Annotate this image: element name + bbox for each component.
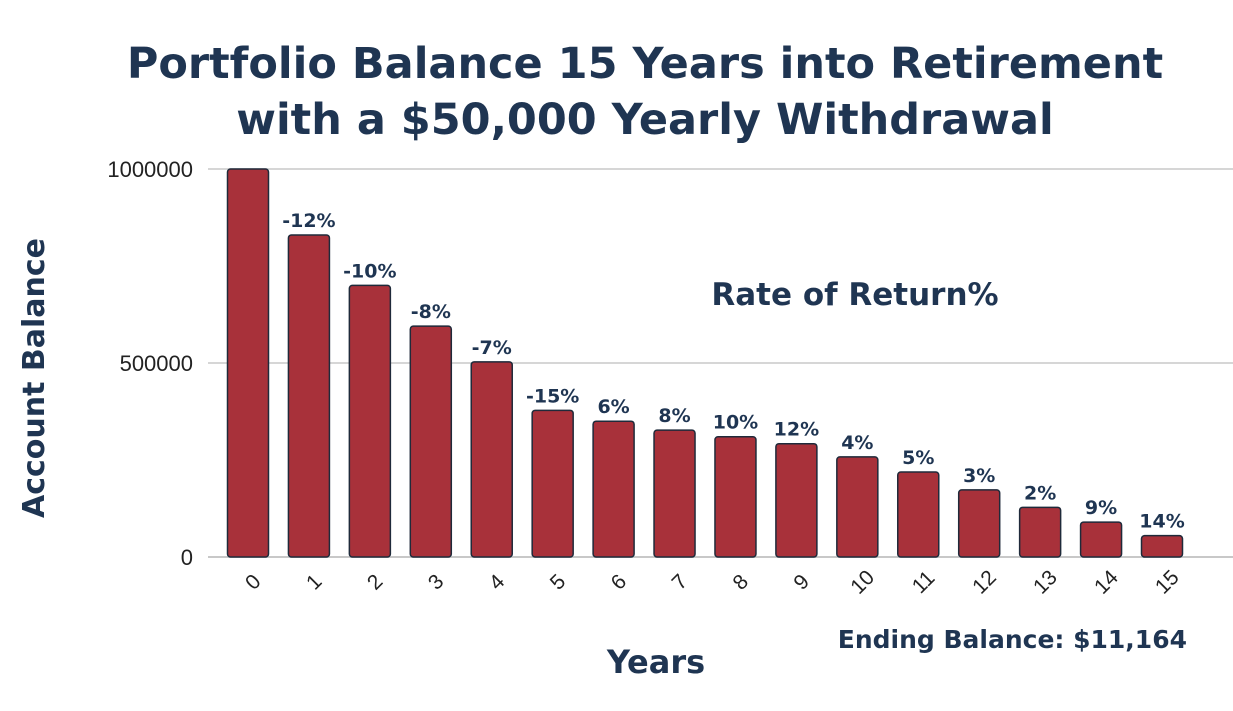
data-label: -7% [472, 337, 512, 359]
bar [409, 325, 453, 558]
y-tick-label: 0 [181, 545, 193, 570]
bar [836, 456, 879, 558]
bar [957, 489, 1001, 558]
x-tick-label: 1 [302, 570, 327, 595]
bar [348, 284, 392, 558]
x-tick-label: 6 [607, 570, 632, 595]
data-label: -12% [282, 210, 335, 232]
data-label: -8% [411, 301, 451, 323]
bar [653, 429, 696, 558]
chart-title-line-1: Portfolio Balance 15 Years into Retireme… [127, 39, 1163, 89]
x-tick-label: 3 [424, 570, 449, 595]
x-tick-label: 4 [485, 570, 510, 595]
y-tick-labels: 0 500000 1000000 [107, 157, 193, 570]
bar [897, 471, 940, 558]
bar [714, 435, 757, 558]
data-label: 10% [713, 412, 758, 434]
data-label: 14% [1139, 511, 1184, 533]
x-tick-label: 11 [908, 566, 940, 598]
bar [1018, 506, 1062, 558]
x-tick-label: 2 [363, 570, 388, 595]
x-tick-labels: 0 1 2 3 4 5 6 7 8 9 10 11 12 13 14 15 [241, 566, 1184, 599]
x-tick-label: 15 [1151, 566, 1184, 599]
x-tick-label: 13 [1029, 566, 1062, 599]
bar [1140, 534, 1184, 558]
x-tick-label: 5 [546, 570, 571, 595]
x-axis-title: Years [606, 643, 705, 681]
data-label: 12% [774, 419, 819, 441]
bars [226, 168, 1184, 558]
y-tick-label: 1000000 [107, 157, 193, 182]
data-label: -15% [526, 385, 579, 407]
x-tick-label: 14 [1090, 566, 1123, 599]
data-label: 9% [1085, 497, 1117, 519]
x-tick-label: 10 [846, 566, 879, 599]
data-label: 6% [597, 396, 629, 418]
x-tick-label: 0 [241, 570, 266, 595]
bar [531, 409, 574, 558]
x-tick-label: 7 [668, 570, 693, 595]
bar [287, 234, 331, 558]
data-label: 2% [1024, 482, 1056, 504]
y-axis-title: Account Balance [17, 238, 52, 518]
x-tick-label: 9 [789, 570, 814, 595]
data-label: 8% [658, 405, 690, 427]
data-label: 3% [963, 465, 995, 487]
chart-title-line-2: with a $50,000 Yearly Withdrawal [236, 95, 1054, 145]
x-tick-label: 8 [729, 570, 754, 595]
bar [470, 361, 513, 558]
bar [1079, 521, 1123, 558]
rate-of-return-annotation: Rate of Return% [711, 277, 998, 313]
data-label: 4% [841, 432, 873, 454]
bar [226, 168, 270, 558]
data-label: 5% [902, 447, 934, 469]
data-label: -10% [343, 260, 396, 282]
x-tick-label: 12 [968, 566, 1001, 599]
bar [592, 420, 635, 558]
bar [775, 442, 818, 558]
y-tick-label: 500000 [120, 351, 193, 376]
data-labels: -12% -10% -8% -7% -15% 6% 8% 10% 12% 4% 5% 3% 2% 9% 14… [282, 210, 1184, 533]
ending-balance-annotation: Ending Balance: $11,164 [838, 625, 1187, 654]
